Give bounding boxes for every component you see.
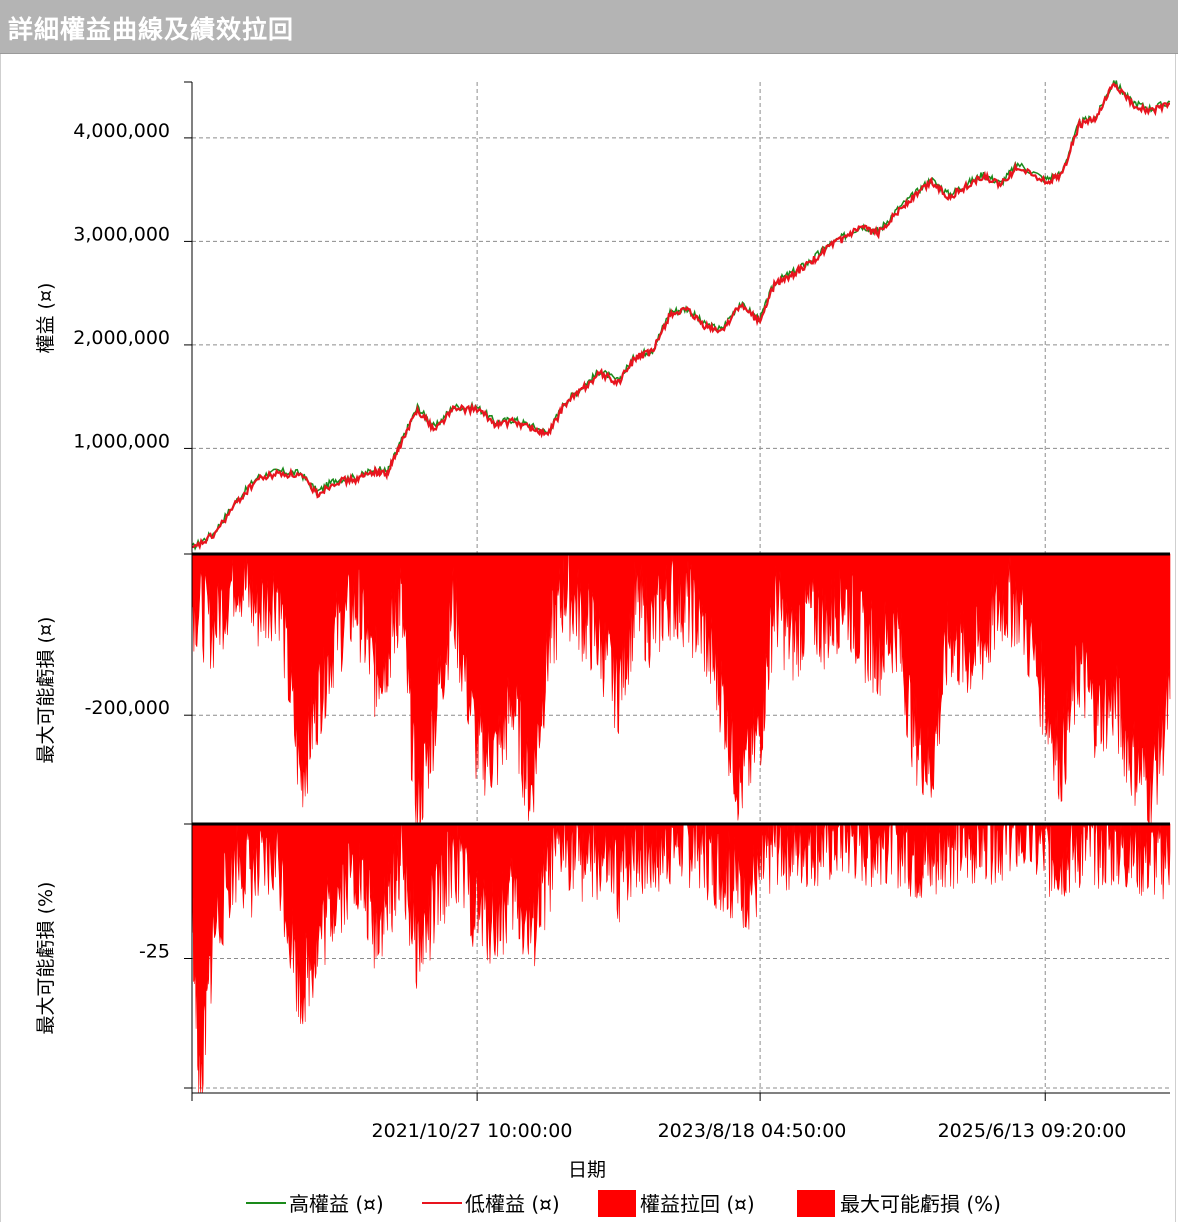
axes-layer: 1,000,000 2,000,000 3,000,000 4,000,000 -200…	[73, 81, 1170, 1101]
title-bar: 詳細權益曲線及績效拉回	[0, 0, 1178, 54]
x-tick-label: 2025/6/13 09:20:00	[938, 1120, 1127, 1142]
drawdown-percent-axis-title: 最大可能虧損 (%)	[35, 882, 57, 1035]
equity-panel	[191, 80, 1171, 551]
x-axis-title: 日期	[568, 1159, 606, 1181]
y-tick-label: 4,000,000	[73, 120, 170, 142]
frame-right-border	[1175, 54, 1176, 1222]
y-tick-label: 1,000,000	[73, 430, 170, 452]
legend-swatch-max-loss-pct	[797, 1190, 835, 1217]
drawdown-value-axis-title: 最大可能虧損 (¤)	[35, 617, 57, 764]
legend-label-max-loss-pct: 最大可能虧損 (%)	[840, 1192, 1001, 1216]
y-tick-label: -200,000	[85, 697, 170, 719]
legend-label-high-equity: 高權益 (¤)	[289, 1192, 384, 1216]
y-tick-label: 3,000,000	[73, 223, 170, 245]
window-title: 詳細權益曲線及績效拉回	[8, 15, 295, 44]
drawdown-value-panel	[191, 553, 1171, 825]
drawdown-value-area	[191, 553, 1171, 825]
high-equity-line	[191, 80, 1171, 551]
legend-label-drawdown: 權益拉回 (¤)	[640, 1192, 755, 1216]
equity-axis-title: 權益 (¤)	[35, 283, 57, 354]
y-tick-label: -25	[139, 941, 170, 963]
drawdown-percent-area	[191, 823, 1171, 1094]
frame-left-border	[0, 54, 1, 1222]
low-equity-line	[191, 82, 1170, 551]
x-tick-label: 2021/10/27 10:00:00	[372, 1120, 573, 1142]
legend-label-low-equity: 低權益 (¤)	[465, 1192, 560, 1216]
drawdown-percent-panel	[191, 823, 1171, 1094]
y-tick-label: 2,000,000	[73, 327, 170, 349]
x-tick-label: 2023/8/18 04:50:00	[658, 1120, 847, 1142]
legend: 高權益 (¤) 低權益 (¤) 權益拉回 (¤) 最大可能虧損 (%)	[246, 1190, 1001, 1217]
legend-swatch-drawdown	[598, 1190, 636, 1217]
